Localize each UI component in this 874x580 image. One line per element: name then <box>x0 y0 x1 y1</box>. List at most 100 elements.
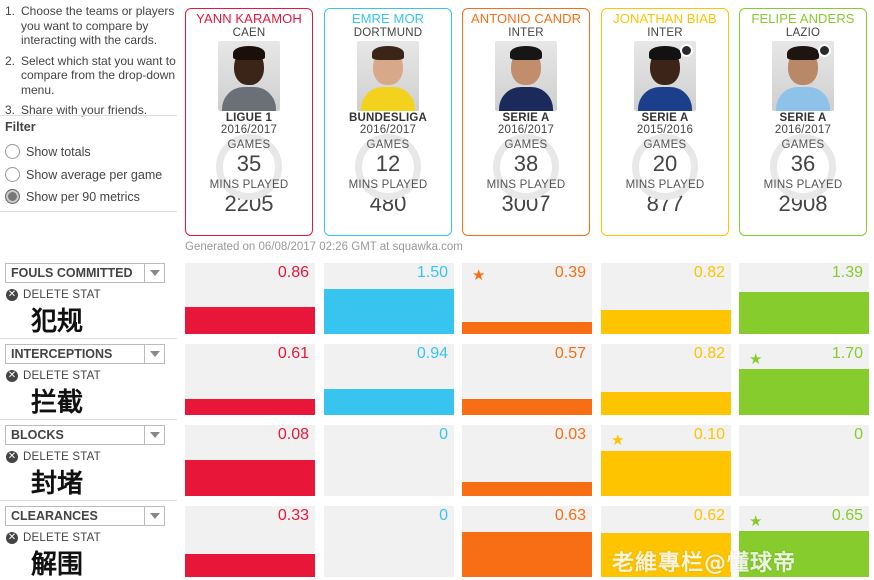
stat-cell: 0.62 <box>601 506 731 577</box>
mins-label: MINS PLAYED <box>763 179 843 191</box>
player-card[interactable]: JONATHAN BIAB INTER SERIE A 2015/2016 GA… <box>601 8 729 236</box>
player-card[interactable]: FELIPE ANDERS LAZIO SERIE A 2016/2017 GA… <box>739 8 867 236</box>
delete-stat-button[interactable]: ✕ DELETE STAT <box>6 370 101 382</box>
player-hair <box>649 46 681 60</box>
stat-cell: 1.50 <box>324 263 454 334</box>
delete-stat-label: DELETE STAT <box>23 370 101 382</box>
instruction-item: 3. Share with your friends. <box>5 103 148 117</box>
delete-stat-button[interactable]: ✕ DELETE STAT <box>6 451 101 463</box>
stat-chinese-label: 拦截 <box>31 388 84 418</box>
star-icon: ★ <box>611 432 625 449</box>
divider <box>0 211 177 212</box>
radio-button[interactable] <box>5 144 20 159</box>
stat-cell: 0.94 <box>324 344 454 415</box>
mins-label: MINS PLAYED <box>348 179 428 191</box>
stat-cell: 0.82 <box>601 344 731 415</box>
stat-cell: 0.65 ★ <box>739 506 869 577</box>
stat-bar <box>739 531 869 577</box>
divider <box>0 115 177 116</box>
games-value: 38 <box>513 151 539 176</box>
team-name: DORTMUND <box>353 27 423 39</box>
stat-value: 0.61 <box>277 345 309 362</box>
filter-title: Filter <box>5 120 36 134</box>
stat-bar <box>462 399 592 415</box>
chevron-down-icon[interactable] <box>144 426 164 444</box>
stat-value: 0 <box>439 507 448 524</box>
player-name[interactable]: JONATHAN BIAB <box>613 11 717 26</box>
player-name[interactable]: EMRE MOR <box>351 11 425 26</box>
games-value: 12 <box>375 151 401 176</box>
player-photo[interactable] <box>357 41 419 111</box>
player-photo[interactable] <box>495 41 557 111</box>
stat-dropdown-label: INTERCEPTIONS <box>11 347 113 361</box>
stat-bar <box>185 460 315 496</box>
player-name[interactable]: ANTONIO CANDR <box>470 11 582 26</box>
season: 2016/2017 <box>497 124 555 136</box>
stat-bar <box>739 292 869 334</box>
stat-bar <box>185 554 315 577</box>
season: 2016/2017 <box>774 124 832 136</box>
games-ring: GAMES 38 <box>493 134 559 200</box>
filter-option-totals[interactable]: Show totals <box>5 144 91 159</box>
delete-stat-button[interactable]: ✕ DELETE STAT <box>6 532 101 544</box>
season: 2015/2016 <box>636 124 694 136</box>
delete-stat-label: DELETE STAT <box>23 289 101 301</box>
player-photo[interactable] <box>634 41 696 111</box>
stat-chinese-label: 犯规 <box>31 307 84 337</box>
divider <box>0 338 177 339</box>
stat-bar <box>601 451 731 496</box>
games-ring: GAMES 35 <box>216 134 282 200</box>
player-kit <box>361 87 415 111</box>
stat-bar <box>462 532 592 577</box>
chevron-down-icon[interactable] <box>144 264 164 282</box>
delete-stat-button[interactable]: ✕ DELETE STAT <box>6 289 101 301</box>
divider <box>0 419 177 420</box>
stat-dropdown[interactable]: CLEARANCES <box>5 506 165 526</box>
close-icon[interactable]: ✕ <box>6 370 18 382</box>
player-card[interactable]: EMRE MOR DORTMUND BUNDESLIGA 2016/2017 G… <box>324 8 452 236</box>
player-kit <box>222 87 276 111</box>
stat-value: 0.62 <box>693 507 725 524</box>
stat-value: 0.08 <box>277 426 309 443</box>
generated-note: Generated on 06/08/2017 02:26 GMT at squ… <box>185 241 463 253</box>
player-name[interactable]: FELIPE ANDERS <box>751 11 855 26</box>
radio-button-checked[interactable] <box>5 189 20 204</box>
stat-cell: 0.10 ★ <box>601 425 731 496</box>
stat-cell: 0.86 <box>185 263 315 334</box>
player-card[interactable]: ANTONIO CANDR INTER SERIE A 2016/2017 GA… <box>462 8 590 236</box>
league-name: SERIE A <box>779 112 827 124</box>
filter-option-per90[interactable]: Show per 90 metrics <box>5 189 140 204</box>
player-name[interactable]: YANN KARAMOH <box>196 11 302 26</box>
league-name: BUNDESLIGA <box>348 112 428 124</box>
stat-cell: 0.63 <box>462 506 592 577</box>
season: 2016/2017 <box>359 124 417 136</box>
chevron-down-icon[interactable] <box>144 345 164 363</box>
stat-value: 0.33 <box>277 507 309 524</box>
stat-bar <box>185 307 315 334</box>
close-icon[interactable]: ✕ <box>6 532 18 544</box>
stat-bar <box>601 392 731 415</box>
stat-dropdown[interactable]: BLOCKS <box>5 425 165 445</box>
games-value: 35 <box>236 151 262 176</box>
radio-button[interactable] <box>5 167 20 182</box>
stat-bar <box>185 399 315 415</box>
close-icon[interactable]: ✕ <box>6 451 18 463</box>
stat-cell: 0 <box>324 425 454 496</box>
stat-value: 0.94 <box>416 345 448 362</box>
filter-option-average[interactable]: Show average per game <box>5 167 162 182</box>
stat-value: 0.82 <box>693 264 725 281</box>
stat-value: 1.39 <box>831 264 863 281</box>
chevron-down-icon[interactable] <box>144 507 164 525</box>
instruction-item: 2. Select which stat you want to compare … <box>5 53 176 97</box>
player-photo[interactable] <box>218 41 280 111</box>
player-card[interactable]: YANN KARAMOH CAEN LIGUE 1 2016/2017 GAME… <box>185 8 313 236</box>
close-icon[interactable]: ✕ <box>6 289 18 301</box>
team-name: INTER <box>647 27 683 39</box>
stat-dropdown-label: BLOCKS <box>11 428 64 442</box>
stat-value: 0.82 <box>693 345 725 362</box>
stat-bar <box>462 482 592 496</box>
player-photo[interactable] <box>772 41 834 111</box>
stat-bar <box>462 322 592 334</box>
stat-dropdown[interactable]: FOULS COMMITTED <box>5 263 165 283</box>
stat-dropdown[interactable]: INTERCEPTIONS <box>5 344 165 364</box>
